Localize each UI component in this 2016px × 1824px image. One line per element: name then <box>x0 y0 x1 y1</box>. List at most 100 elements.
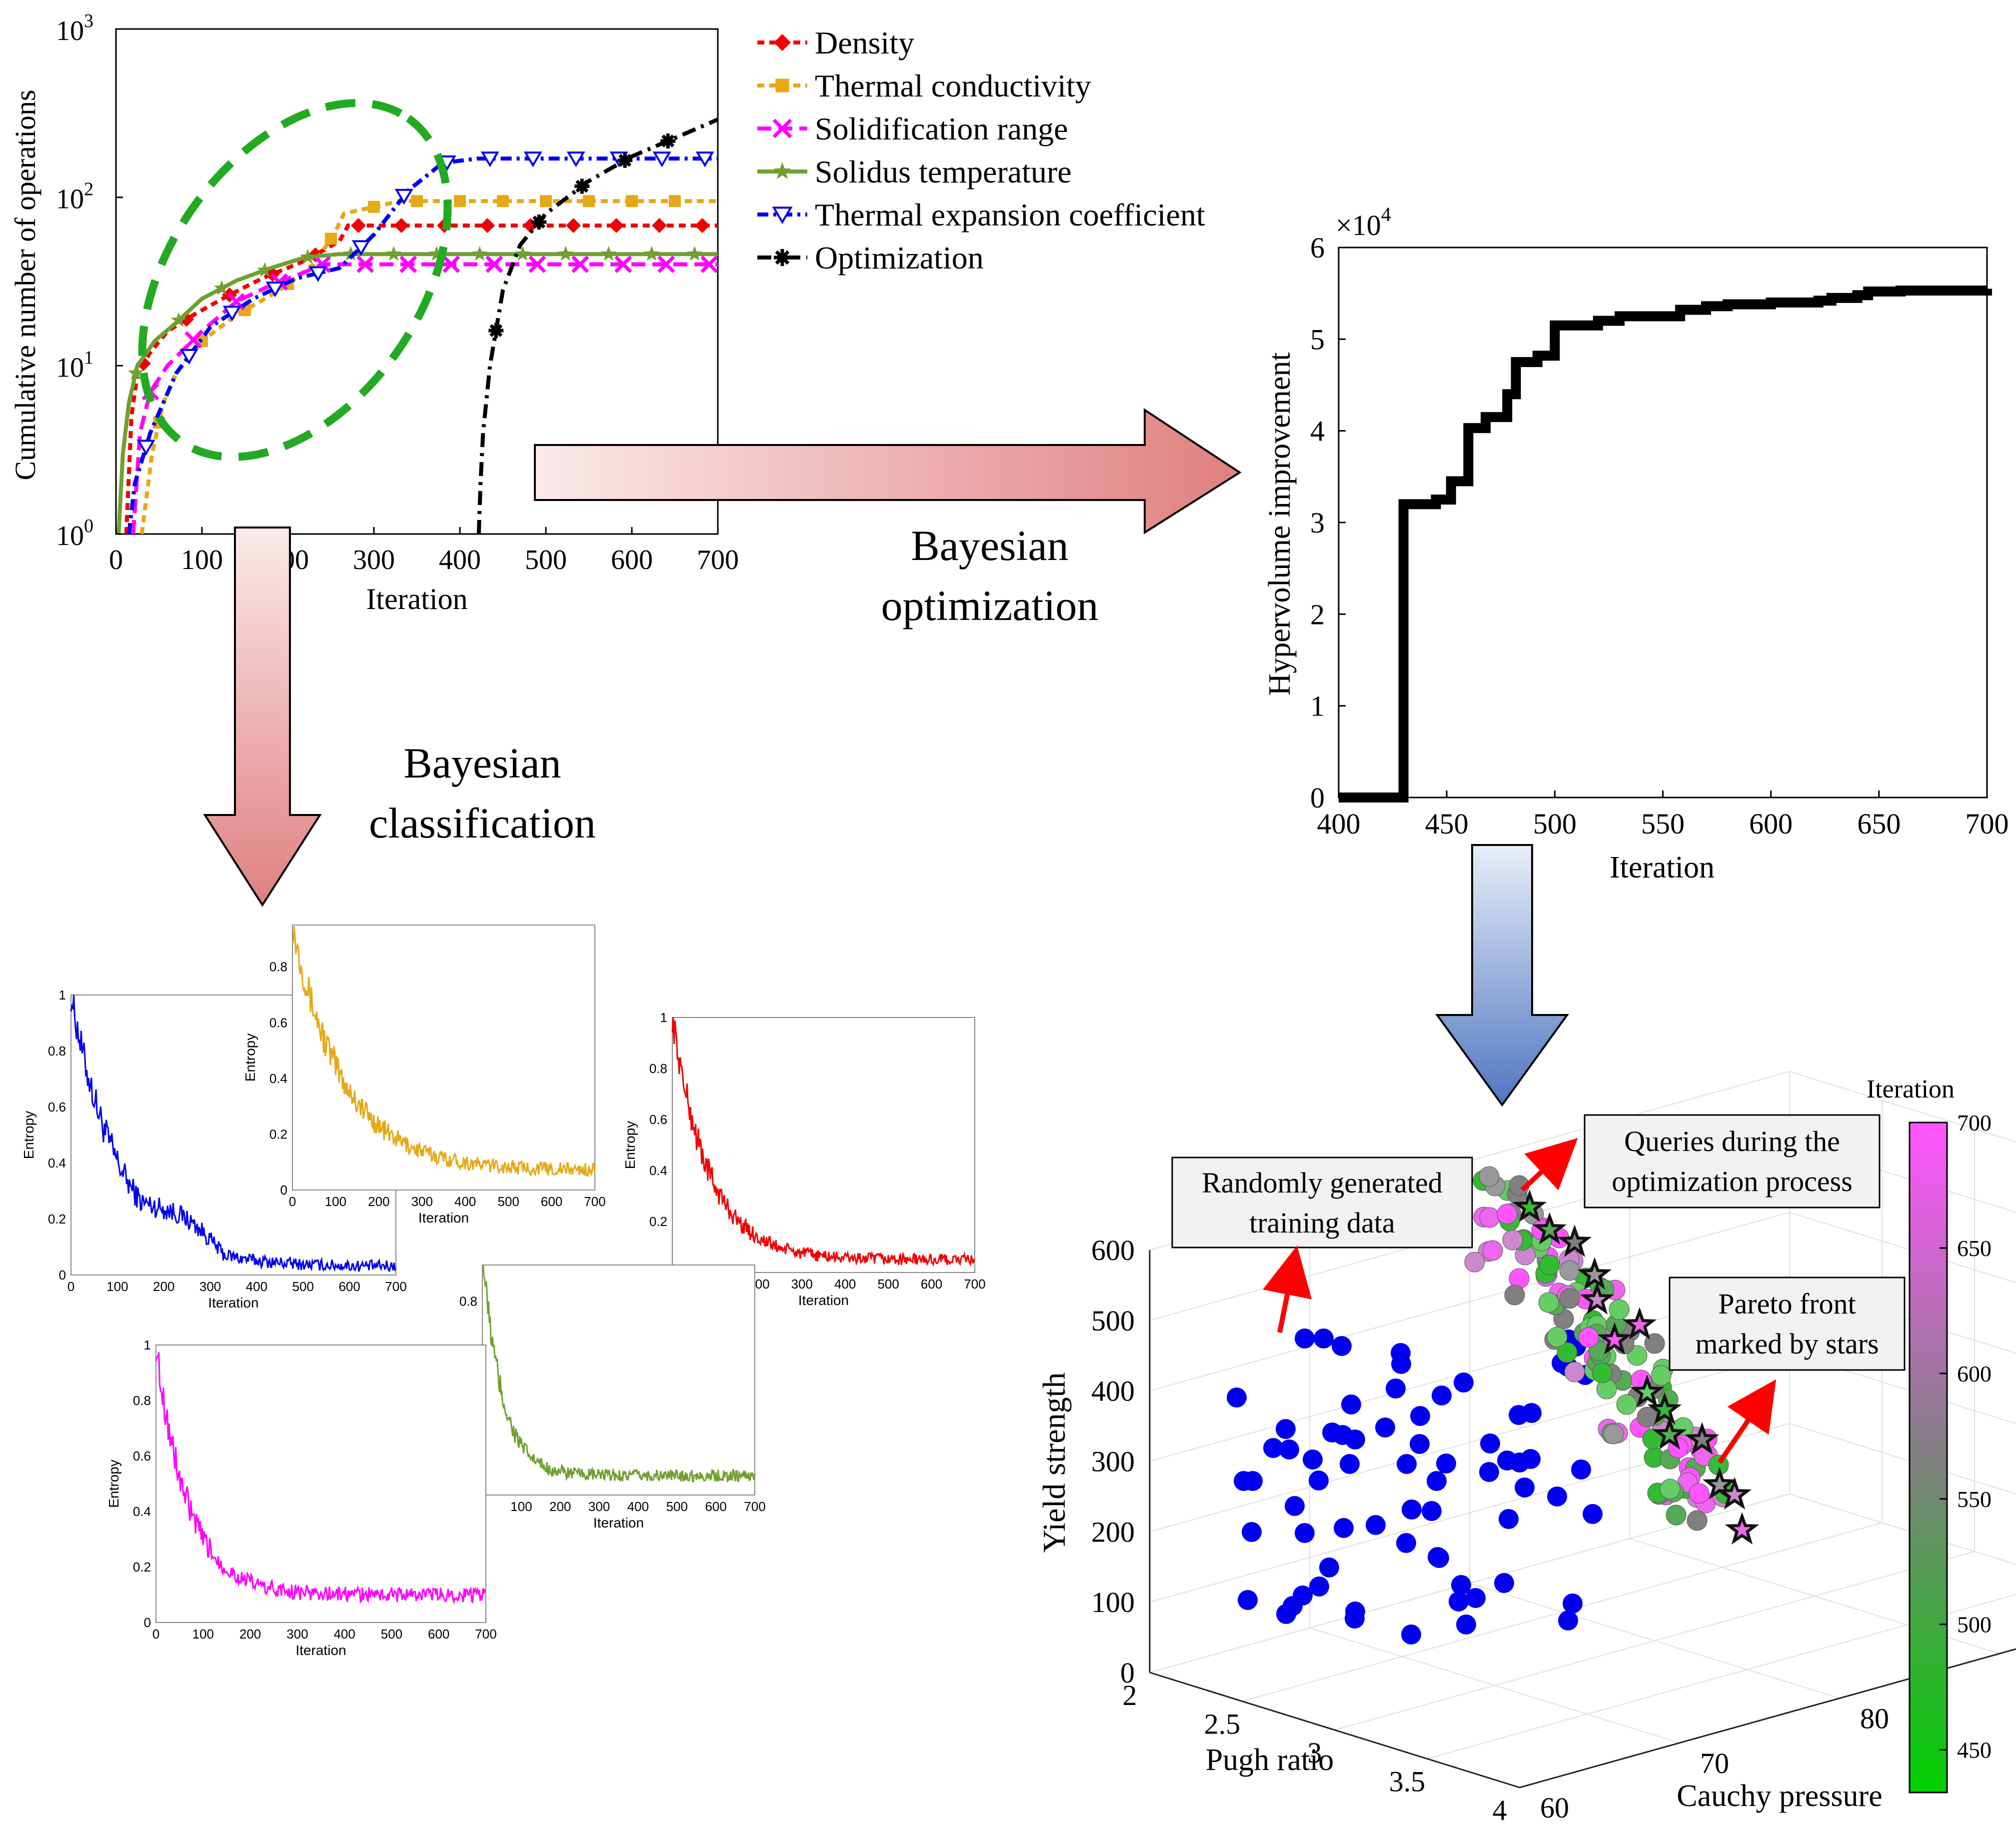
yield-tick-label: 400 <box>1091 1375 1135 1408</box>
colorbar-tick-label: 500 <box>1957 1612 1992 1638</box>
colorbar-tick-label: 550 <box>1957 1486 1992 1512</box>
main-series-group <box>116 118 719 534</box>
entropy-y-tick: 0.2 <box>649 1214 667 1229</box>
series-marker <box>485 256 503 274</box>
training-point <box>1451 1575 1471 1595</box>
legend-marker <box>772 206 793 224</box>
query-point <box>1559 1260 1580 1281</box>
legend-marker <box>774 249 791 266</box>
entropy-y-tick: 0.8 <box>48 1044 66 1058</box>
bayes-opt-label-1: Bayesian <box>911 522 1068 570</box>
grid-line <box>1469 1582 1840 1699</box>
training-point <box>1295 1328 1315 1348</box>
yield-tick-label: 0 <box>1120 1656 1135 1689</box>
query-point <box>1687 1510 1708 1531</box>
query-point <box>1564 1362 1585 1382</box>
series-marker <box>368 200 380 213</box>
y-tick-label: 102 <box>56 179 93 215</box>
series-marker <box>652 218 667 234</box>
entropy-x-tick: 500 <box>497 1194 519 1209</box>
annotation-pareto-line2: marked by stars <box>1695 1328 1879 1360</box>
x-tick-label: 300 <box>353 544 395 576</box>
query-point <box>1660 1478 1681 1500</box>
series-solidus-temperature <box>116 246 718 534</box>
query-point <box>1479 1207 1500 1228</box>
training-point <box>1276 1419 1296 1439</box>
annotation-random-arrow <box>1263 1245 1312 1333</box>
entropy-x-label: Iteration <box>295 1642 346 1658</box>
training-point <box>1242 1522 1262 1542</box>
x-tick-label: 700 <box>697 544 739 576</box>
training-point <box>1436 1454 1456 1474</box>
pugh-tick-label: 3 <box>1308 1736 1322 1769</box>
hv-plot-frame <box>1338 246 1988 798</box>
series-marker <box>523 152 542 168</box>
entropy-x-tick: 100 <box>510 1499 532 1514</box>
entropy-x-tick: 500 <box>381 1626 402 1642</box>
grid-line <box>1789 1423 2016 1495</box>
training-point <box>1422 1501 1442 1521</box>
entropy-y-label: Entropy <box>622 1121 638 1170</box>
legend-label: Solidus temperature <box>815 154 1072 190</box>
training-point <box>1396 1533 1416 1553</box>
entropy-x-tick: 0 <box>289 1194 296 1209</box>
hv-series-group <box>1339 286 1992 802</box>
query-point <box>1538 1292 1559 1313</box>
series-marker <box>540 195 552 208</box>
training-point <box>1227 1388 1247 1408</box>
series-marker <box>614 256 632 274</box>
training-point <box>1427 1471 1447 1491</box>
entropy-x-tick: 300 <box>791 1276 813 1292</box>
entropy-x-tick: 700 <box>475 1626 496 1642</box>
series-marker <box>222 306 241 322</box>
training-point <box>1547 1486 1567 1506</box>
training-point <box>1319 1558 1339 1578</box>
entropy-x-tick: 300 <box>286 1626 308 1642</box>
legend-label: Optimization <box>815 240 984 276</box>
colorbar-gradient <box>1909 1122 1948 1794</box>
pugh-tick-label: 2.5 <box>1204 1708 1241 1740</box>
entropy-x-tick: 100 <box>192 1626 214 1642</box>
training-point <box>1322 1422 1342 1442</box>
entropy-x-tick: 500 <box>292 1279 314 1294</box>
yield-tick-label: 200 <box>1091 1516 1135 1548</box>
legend-marker <box>772 118 792 138</box>
training-point <box>1454 1372 1474 1392</box>
colorbar-tick-label: 700 <box>1957 1110 1992 1136</box>
entropy-y-tick: 0.4 <box>133 1504 151 1519</box>
x-tick-label: 100 <box>181 544 223 576</box>
entropy-chart-magenta: 0 100 200 300 400 500 600 700 0 0.2 0.4 0.6 0.8 1 Iter… <box>106 1338 497 1658</box>
entropy-y-tick: 0.2 <box>269 1126 287 1142</box>
legend-label: Thermal conductivity <box>815 68 1091 104</box>
query-point <box>1479 1166 1500 1187</box>
arrow-right-bayesian-optimization <box>534 408 1242 534</box>
entropy-x-label: Iteration <box>593 1515 644 1530</box>
series-marker <box>399 256 417 274</box>
series-marker <box>497 195 509 208</box>
training-point <box>1466 1588 1486 1608</box>
y-tick-label: 101 <box>56 347 93 383</box>
entropy-y-label: Entropy <box>106 1460 121 1508</box>
hypervolume-chart: 400 450 500 550 600 650 700 0 1 2 3 4 5 6 Hypervolume… <box>1263 203 2009 884</box>
pareto-star <box>1717 1477 1752 1510</box>
series-marker <box>643 246 660 261</box>
entropy-y-tick: 0.4 <box>269 1071 287 1086</box>
query-point <box>1578 1327 1599 1348</box>
colorbar-tick-label: 650 <box>1957 1236 1992 1261</box>
series-marker <box>626 195 638 208</box>
main-legend: Density Thermal conductivity Solidificatio… <box>757 25 1205 276</box>
query-point <box>1603 1424 1624 1444</box>
annotation-queries-line1: Queries during the <box>1624 1125 1840 1158</box>
entropy-line <box>671 1017 975 1267</box>
colorbar-tick-label: 600 <box>1957 1361 1992 1386</box>
training-point <box>1279 1440 1299 1460</box>
series-marker <box>480 152 499 168</box>
legend-label: Thermal expansion coefficient <box>815 197 1205 232</box>
legend-marker <box>775 78 789 92</box>
hv-x-tick-label: 500 <box>1533 808 1577 840</box>
entropy-x-tick: 600 <box>428 1626 449 1642</box>
yield-tick-label: 500 <box>1091 1304 1135 1337</box>
annotation-queries: Queries during the optimization process <box>1520 1114 1881 1208</box>
training-point <box>1243 1471 1263 1491</box>
